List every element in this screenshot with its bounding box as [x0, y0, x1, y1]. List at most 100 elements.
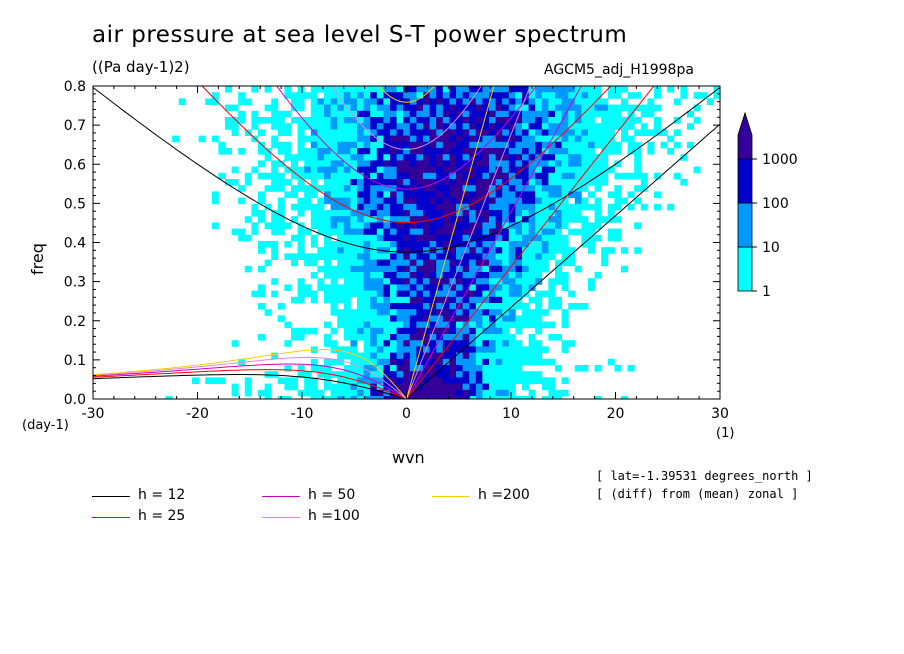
field-cell	[416, 148, 424, 155]
field-cell	[330, 117, 338, 124]
field-cell	[211, 98, 219, 105]
inertia-gravity-curve-h25	[201, 86, 612, 224]
field-cell	[495, 346, 503, 353]
field-cell	[489, 371, 496, 378]
field-cell	[495, 216, 503, 223]
field-cell	[522, 272, 529, 279]
field-cell	[475, 371, 483, 378]
field-cell	[284, 365, 292, 372]
field-cell	[607, 110, 615, 118]
field-cell	[390, 185, 397, 192]
field-cell	[409, 365, 417, 372]
field-cell	[555, 129, 562, 136]
field-cell	[231, 117, 239, 124]
field-cell	[588, 86, 595, 93]
field-cell	[416, 340, 424, 347]
colorbar-segment	[737, 158, 753, 204]
field-cell	[291, 253, 298, 260]
field-cell	[383, 309, 391, 316]
field-cell	[343, 148, 351, 155]
field-cell	[489, 117, 496, 124]
legend-label: h =200	[478, 487, 530, 503]
field-cell	[442, 117, 450, 124]
field-cell	[396, 303, 404, 310]
field-cell	[601, 135, 609, 143]
field-cell	[449, 104, 457, 112]
field-cell	[429, 160, 437, 167]
field-cell	[522, 234, 529, 242]
field-cell	[482, 129, 490, 136]
field-cell	[390, 166, 397, 174]
field-cell	[343, 259, 351, 267]
field-cell	[376, 327, 384, 335]
field-cell	[541, 265, 549, 273]
field-cell	[403, 129, 411, 136]
field-cell	[574, 203, 582, 211]
field-cell	[284, 123, 292, 130]
field-cell	[409, 259, 417, 267]
x-tick-label: 10	[502, 406, 520, 422]
field-cell	[482, 117, 490, 124]
field-cell	[561, 253, 569, 260]
field-cell	[297, 185, 305, 192]
field-cell	[423, 389, 430, 397]
field-cell	[495, 303, 503, 310]
field-cell	[324, 172, 331, 180]
field-cell	[383, 141, 391, 149]
field-cell	[429, 352, 437, 360]
field-cell	[350, 371, 358, 378]
field-cell	[370, 296, 378, 304]
field-cell	[442, 296, 450, 304]
field-cell	[515, 135, 523, 143]
field-cell	[495, 98, 503, 105]
field-cell	[627, 141, 635, 149]
field-cell	[528, 284, 536, 291]
field-cell	[277, 123, 285, 130]
field-cell	[581, 197, 589, 205]
field-cell	[515, 278, 523, 285]
field-cell	[343, 278, 351, 285]
field-cell	[574, 210, 582, 217]
field-cell	[396, 327, 404, 335]
field-cell	[475, 284, 483, 291]
field-cell	[370, 191, 378, 198]
field-cell	[667, 148, 675, 155]
field-cell	[449, 371, 457, 378]
field-cell	[297, 278, 305, 285]
field-cell	[363, 247, 371, 254]
field-cell	[475, 327, 483, 335]
field-cell	[522, 284, 529, 291]
field-cell	[462, 92, 470, 99]
field-cell	[508, 389, 516, 397]
field-cell	[376, 284, 384, 291]
field-cell	[442, 358, 450, 366]
field-cell	[456, 216, 463, 223]
field-cell	[475, 191, 483, 198]
field-cell	[357, 296, 364, 304]
field-cell	[574, 104, 582, 112]
field-cell	[482, 86, 490, 93]
field-cell	[324, 265, 331, 273]
field-cell	[574, 135, 582, 143]
field-cell	[396, 334, 404, 341]
field-cell	[343, 334, 351, 341]
field-cell	[429, 365, 437, 372]
field-cell	[548, 117, 556, 124]
field-cell	[363, 141, 371, 149]
field-cell	[357, 358, 364, 366]
field-cell	[310, 377, 318, 384]
field-cell	[522, 247, 529, 254]
field-cell	[383, 365, 391, 372]
field-cell	[403, 234, 411, 242]
field-cell	[469, 141, 477, 149]
field-cell	[469, 284, 477, 291]
field-cell	[357, 98, 364, 105]
field-cell	[528, 265, 536, 273]
field-cell	[317, 216, 325, 223]
field-cell	[436, 284, 444, 291]
field-cell	[442, 303, 450, 310]
field-cell	[337, 265, 345, 273]
field-cell	[324, 234, 331, 242]
field-cell	[291, 98, 298, 105]
field-cell	[442, 135, 450, 143]
